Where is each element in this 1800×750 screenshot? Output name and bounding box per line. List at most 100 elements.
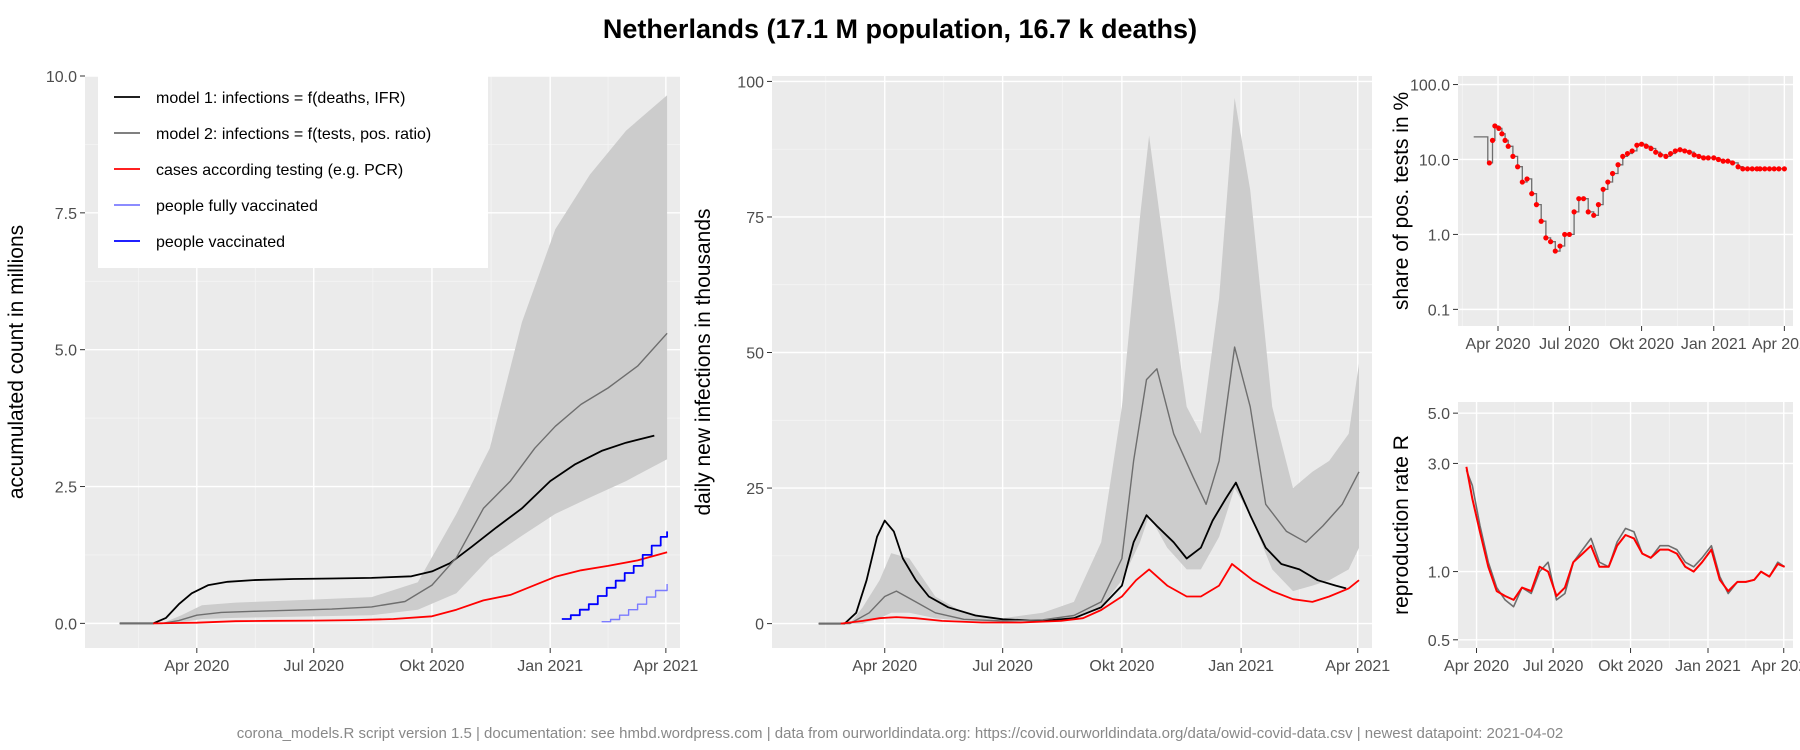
- positive-share-point: [1591, 212, 1597, 218]
- y-tick-label: 7.5: [55, 206, 77, 223]
- plot-area: [119, 95, 668, 625]
- positive-share-point: [1505, 143, 1511, 149]
- positive-share-point: [1686, 149, 1693, 155]
- model2-confidence-band: [849, 97, 1359, 624]
- positive-share-point: [1489, 137, 1496, 143]
- series-line-model2: [818, 346, 1360, 625]
- positive-share-point: [1653, 149, 1659, 155]
- legend-label-cases: cases according testing (e.g. PCR): [156, 162, 403, 179]
- positive-share-point: [1605, 179, 1611, 185]
- y-tick-label: 1.0: [1428, 227, 1450, 244]
- x-tick-label: Okt 2020: [1609, 336, 1674, 353]
- legend-label-model1: model 1: infections = f(deaths, IFR): [156, 90, 405, 107]
- positive-share-point: [1725, 158, 1731, 164]
- positive-share-point: [1580, 196, 1587, 202]
- y-tick-label: 10.0: [46, 69, 77, 86]
- y-tick-label: 0: [755, 617, 764, 634]
- series-line-cases: [1465, 466, 1785, 601]
- y-tick-label: 0.0: [55, 616, 77, 633]
- positive-share-point: [1538, 218, 1544, 224]
- panel-reproduction: Apr 2020 Jul 2020 Okt 2020 Jan 2021 Apr 2021…: [1390, 402, 1800, 675]
- x-tick-label: Jul 2020: [283, 658, 344, 675]
- positive-share-point: [1629, 148, 1635, 154]
- positive-share-point: [1672, 148, 1678, 154]
- y-tick-label: 10.0: [1419, 152, 1450, 169]
- positive-share-point: [1486, 160, 1492, 166]
- plot-area: [818, 97, 1360, 625]
- positive-share-point: [1609, 170, 1616, 177]
- positive-share-point: [1557, 243, 1563, 249]
- positive-share-point: [1715, 156, 1722, 163]
- legend: model 1: infections = f(deaths, IFR) mode…: [98, 76, 488, 268]
- chart-figure: Apr 2020 Jul 2020 Okt 2020 Jan 2021 Apr 2021…: [5, 69, 1800, 675]
- panel-background: [1458, 402, 1793, 648]
- y-tick-label: 3.0: [1428, 456, 1450, 473]
- y-axis-title: share of pos. tests in %: [1390, 92, 1413, 310]
- positive-share-point: [1776, 166, 1782, 172]
- y-tick-label: 0.5: [1428, 633, 1450, 650]
- y-tick-label: 50: [746, 346, 764, 363]
- legend-label-fully_vaccinated: people fully vaccinated: [156, 198, 318, 215]
- y-tick-label: 100: [737, 74, 764, 91]
- y-tick-label: 75: [746, 210, 764, 227]
- positive-share-point: [1634, 142, 1640, 148]
- legend-box: [98, 76, 488, 268]
- positive-share-point: [1705, 155, 1711, 161]
- y-tick-label: 100.0: [1410, 78, 1450, 95]
- positive-share-point: [1668, 150, 1674, 157]
- positive-share-point: [1749, 166, 1755, 172]
- x-tick-label: Apr 2020: [1444, 658, 1509, 675]
- x-tick-label: Jan 2021: [1675, 658, 1741, 675]
- positive-share-point: [1762, 166, 1768, 172]
- positive-share-point: [1643, 143, 1649, 149]
- positive-share-point: [1571, 209, 1577, 215]
- positive-share-point: [1533, 202, 1540, 208]
- x-tick-label: Jan 2021: [1208, 658, 1274, 675]
- panel-positive-share: Apr 2020 Jul 2020 Okt 2020 Jan 2021 Apr 2021…: [1390, 76, 1800, 353]
- positive-share-point: [1562, 231, 1568, 238]
- positive-share-point: [1576, 196, 1582, 202]
- positive-share-point: [1781, 166, 1787, 172]
- positive-share-point: [1740, 166, 1746, 172]
- positive-share-point: [1771, 166, 1777, 172]
- x-tick-label: Apr 2020: [1466, 336, 1531, 353]
- positive-share-point: [1600, 186, 1606, 192]
- series-line-cases: [153, 551, 668, 625]
- x-tick-label: Apr 2020: [852, 658, 917, 675]
- positive-share-point: [1499, 131, 1505, 137]
- positive-share-point: [1757, 166, 1763, 172]
- series-line-model2: [119, 332, 668, 625]
- positive-share-point: [1720, 158, 1726, 164]
- positive-share-point: [1515, 164, 1521, 170]
- positive-share-point: [1615, 162, 1621, 168]
- x-tick-label: Apr 2021: [1325, 658, 1390, 675]
- positive-share-point: [1529, 191, 1535, 197]
- chart-title: Netherlands (17.1 M population, 16.7 k d…: [602, 14, 1198, 44]
- positive-share-point: [1496, 125, 1502, 131]
- x-tick-label: Jul 2020: [972, 658, 1033, 675]
- x-tick-label: Apr 2020: [164, 658, 229, 675]
- positive-share-point: [1620, 153, 1626, 159]
- positive-share-point: [1585, 209, 1591, 215]
- positive-share-point: [1711, 155, 1717, 161]
- legend-label-vaccinated: people vaccinated: [156, 234, 285, 251]
- positive-share-point: [1691, 152, 1697, 158]
- plot-area: [1465, 466, 1786, 608]
- panel-accumulated: Apr 2020 Jul 2020 Okt 2020 Jan 2021 Apr 2021…: [5, 69, 698, 675]
- positive-share-point: [1735, 164, 1741, 170]
- legend-label-model2: model 2: infections = f(tests, pos. rati…: [156, 126, 431, 143]
- x-tick-label: Jul 2020: [1523, 658, 1584, 675]
- x-tick-label: Jan 2021: [1681, 336, 1747, 353]
- positive-share-point: [1766, 166, 1773, 172]
- y-tick-label: 5.0: [55, 343, 77, 360]
- x-tick-label: Okt 2020: [1598, 658, 1663, 675]
- x-tick-label: Apr 2021: [1751, 658, 1800, 675]
- positive-share-point: [1502, 137, 1508, 143]
- positive-share-point: [1624, 150, 1631, 157]
- x-tick-label: Jan 2021: [517, 658, 583, 675]
- panel-background: [1458, 76, 1793, 326]
- x-tick-label: Apr 2021: [1752, 336, 1800, 353]
- y-tick-label: 1.0: [1428, 565, 1450, 582]
- series-line-model1: [119, 434, 655, 625]
- positive-share-point: [1744, 166, 1751, 172]
